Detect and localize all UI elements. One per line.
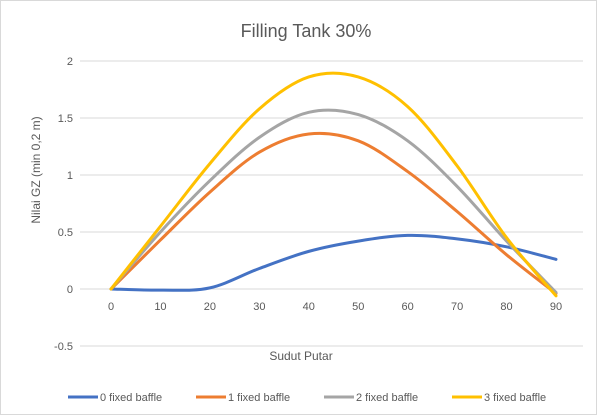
y-tick-label: -0.5 xyxy=(54,341,73,353)
x-axis-title: Sudut Putar xyxy=(269,349,332,363)
x-tick-label: 30 xyxy=(253,301,265,313)
x-tick-label: 20 xyxy=(204,301,216,313)
x-tick-label: 90 xyxy=(550,301,562,313)
x-tick-label: 0 xyxy=(108,301,114,313)
x-tick-label: 80 xyxy=(500,301,512,313)
chart-title: Filling Tank 30% xyxy=(241,21,372,41)
series-line-1 xyxy=(109,131,558,296)
legend-label: 1 fixed baffle xyxy=(228,392,290,404)
legend-label: 0 fixed baffle xyxy=(100,392,162,404)
y-tick-label: 1 xyxy=(67,170,73,182)
series-lines xyxy=(109,71,558,298)
y-tick-label: 2 xyxy=(67,56,73,68)
y-axis-title: Nilai GZ (min 0,2 m) xyxy=(29,116,43,223)
series-line-3 xyxy=(109,71,558,298)
y-tick-label: 0 xyxy=(67,284,73,296)
series-line-2 xyxy=(109,108,558,294)
x-tick-label: 10 xyxy=(154,301,166,313)
x-axis-ticks: 0 10 20 30 40 50 60 70 80 90 xyxy=(108,301,562,313)
legend: 0 fixed baffle 1 fixed baffle 2 fixed baff… xyxy=(68,392,546,404)
legend-label: 2 fixed baffle xyxy=(356,392,418,404)
x-tick-label: 70 xyxy=(451,301,463,313)
x-tick-label: 40 xyxy=(303,301,315,313)
y-axis-ticks: 2 1.5 1 0.5 0 -0.5 xyxy=(54,56,73,353)
legend-label: 3 fixed baffle xyxy=(484,392,546,404)
y-tick-label: 0.5 xyxy=(58,227,73,239)
series-line-0 xyxy=(109,233,558,292)
x-tick-label: 50 xyxy=(352,301,364,313)
x-tick-label: 60 xyxy=(402,301,414,313)
y-tick-label: 1.5 xyxy=(58,113,73,125)
